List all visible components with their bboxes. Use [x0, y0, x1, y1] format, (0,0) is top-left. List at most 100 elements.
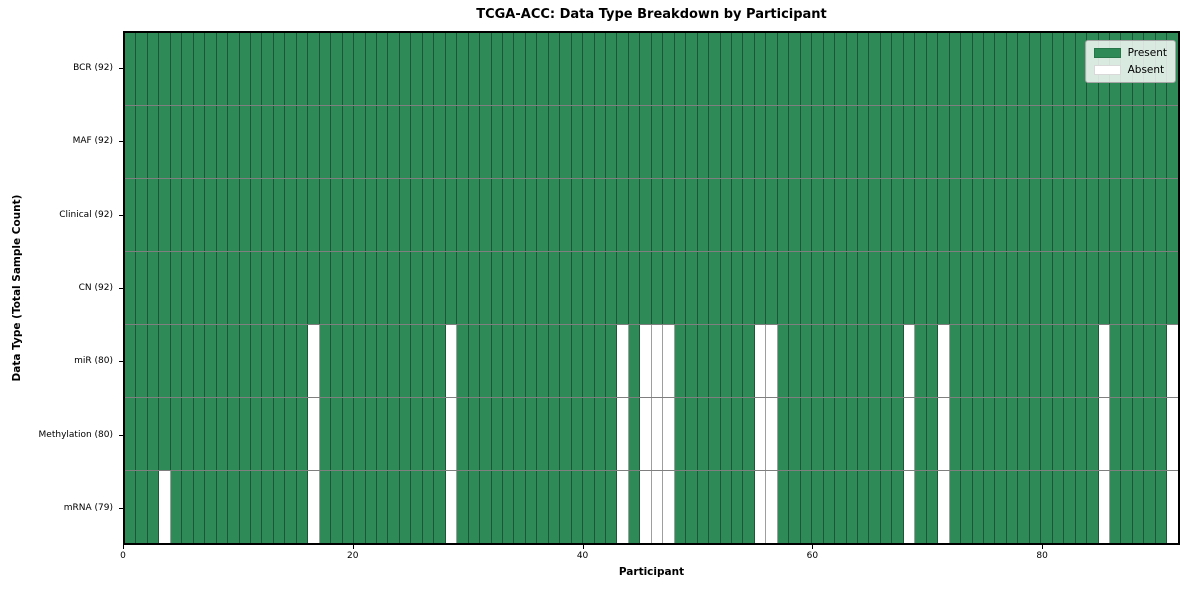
- cell-absent: [663, 325, 675, 397]
- cell-present: [147, 398, 160, 470]
- cell-present: [571, 325, 584, 397]
- cell-present: [686, 252, 698, 324]
- cell-present: [205, 179, 217, 251]
- cell-present: [1132, 471, 1145, 543]
- cell-present: [961, 252, 973, 324]
- cell-present: [388, 398, 400, 470]
- cell-present: [594, 106, 607, 178]
- cell-present: [697, 179, 710, 251]
- cell-present: [457, 252, 469, 324]
- cell-present: [903, 106, 916, 178]
- cell-present: [651, 179, 664, 251]
- heatmap-plot-area: [123, 31, 1180, 545]
- cell-present: [537, 33, 549, 105]
- cell-present: [983, 33, 996, 105]
- cell-present: [880, 106, 893, 178]
- cell-present: [480, 33, 492, 105]
- cell-present: [205, 471, 217, 543]
- cell-present: [228, 252, 240, 324]
- cell-present: [468, 33, 481, 105]
- cell-present: [159, 33, 171, 105]
- cell-present: [193, 33, 206, 105]
- cell-present: [354, 179, 366, 251]
- cell-present: [651, 33, 664, 105]
- cell-present: [548, 33, 561, 105]
- cell-absent: [663, 398, 675, 470]
- cell-present: [285, 398, 297, 470]
- cell-present: [823, 106, 836, 178]
- cell-present: [743, 325, 755, 397]
- cell-present: [835, 179, 847, 251]
- cell-present: [869, 33, 881, 105]
- cell-present: [663, 106, 675, 178]
- cell-present: [1029, 471, 1042, 543]
- cell-present: [835, 325, 847, 397]
- cell-present: [1167, 179, 1178, 251]
- cell-present: [571, 33, 584, 105]
- cell-present: [1144, 106, 1156, 178]
- cell-present: [617, 252, 629, 324]
- cell-present: [628, 179, 641, 251]
- cell-present: [1132, 179, 1145, 251]
- cell-present: [480, 325, 492, 397]
- cell-present: [239, 33, 251, 105]
- cell-present: [583, 398, 595, 470]
- cell-present: [388, 179, 400, 251]
- cell-present: [1006, 325, 1019, 397]
- cell-present: [1087, 106, 1099, 178]
- cell-present: [182, 398, 194, 470]
- cell-present: [869, 106, 881, 178]
- cell-present: [285, 179, 297, 251]
- cell-present: [1087, 398, 1099, 470]
- cell-present: [250, 398, 263, 470]
- cell-present: [273, 471, 286, 543]
- cell-present: [926, 33, 939, 105]
- cell-present: [491, 33, 503, 105]
- cell-absent: [1098, 325, 1110, 397]
- cell-present: [720, 106, 733, 178]
- cell-present: [480, 106, 492, 178]
- cell-present: [296, 179, 309, 251]
- cell-present: [434, 179, 446, 251]
- cell-present: [915, 33, 927, 105]
- cell-present: [560, 179, 572, 251]
- cell-present: [193, 325, 206, 397]
- cell-present: [331, 33, 343, 105]
- cell-present: [147, 33, 160, 105]
- cell-present: [537, 252, 549, 324]
- cell-present: [686, 33, 698, 105]
- cell-present: [972, 398, 984, 470]
- cell-present: [892, 179, 904, 251]
- cell-present: [514, 33, 526, 105]
- chart-title: TCGA-ACC: Data Type Breakdown by Partici…: [476, 7, 827, 22]
- cell-present: [273, 252, 286, 324]
- cell-present: [1052, 471, 1065, 543]
- cell-present: [514, 471, 526, 543]
- cell-present: [170, 325, 183, 397]
- heatmap-row-maf: [125, 106, 1178, 179]
- cell-present: [205, 252, 217, 324]
- cell-present: [376, 252, 389, 324]
- cell-present: [1098, 252, 1110, 324]
- cell-present: [628, 33, 641, 105]
- cell-present: [754, 106, 767, 178]
- cell-present: [1029, 325, 1042, 397]
- cell-present: [1109, 325, 1122, 397]
- cell-present: [319, 325, 332, 397]
- cell-present: [193, 398, 206, 470]
- cell-present: [961, 398, 973, 470]
- cell-present: [1109, 398, 1122, 470]
- cell-present: [147, 179, 160, 251]
- cell-present: [514, 179, 526, 251]
- cell-present: [1006, 106, 1019, 178]
- cell-present: [663, 252, 675, 324]
- cell-present: [193, 106, 206, 178]
- cell-present: [1075, 325, 1088, 397]
- y-tick-mark: [119, 508, 123, 510]
- cell-present: [228, 106, 240, 178]
- cell-present: [491, 252, 503, 324]
- cell-present: [628, 252, 641, 324]
- cell-present: [502, 325, 515, 397]
- cell-present: [880, 252, 893, 324]
- cell-present: [800, 325, 813, 397]
